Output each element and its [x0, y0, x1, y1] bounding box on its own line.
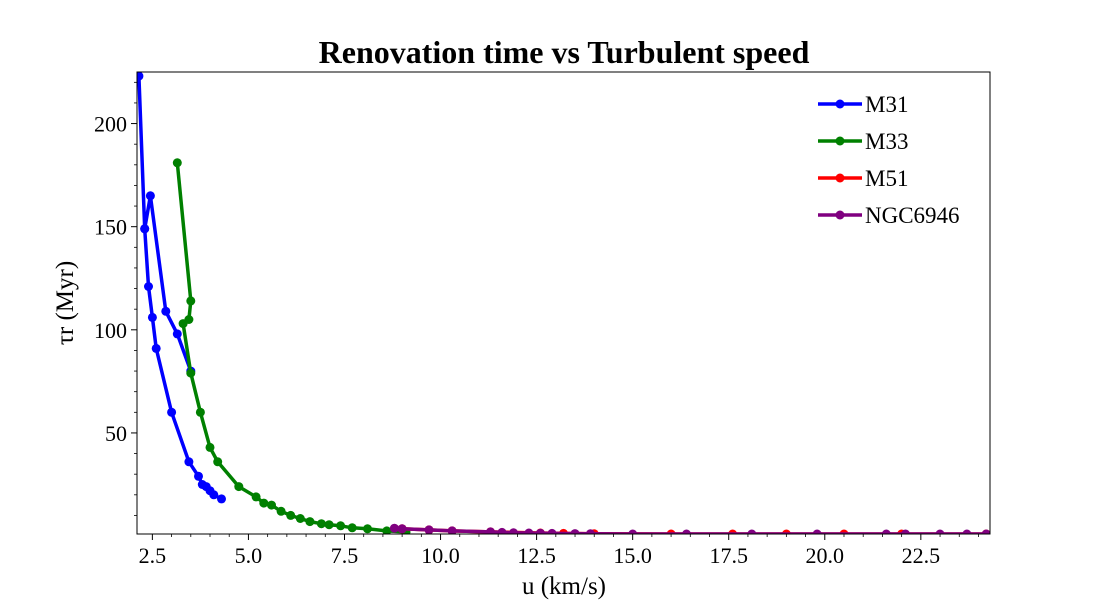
data-point — [812, 529, 822, 534]
data-point — [161, 306, 171, 316]
series-line-m33 — [175, 161, 408, 534]
x-tick-label: 22.5 — [902, 543, 941, 568]
data-point — [259, 498, 269, 508]
data-point — [145, 191, 155, 201]
y-tick-label: 200 — [94, 112, 127, 137]
data-point — [151, 343, 161, 353]
x-axis-label: u (km/s) — [522, 573, 606, 600]
data-point — [186, 368, 196, 378]
data-point — [147, 312, 157, 322]
data-point — [305, 517, 315, 527]
legend-item-m51: M51 — [818, 166, 908, 191]
data-point — [172, 329, 182, 339]
y-tick-label: 100 — [94, 318, 127, 343]
data-point — [363, 524, 372, 534]
data-point — [881, 529, 891, 534]
data-point — [184, 457, 194, 467]
legend-swatch-marker — [835, 99, 845, 109]
data-point — [447, 526, 457, 534]
x-tick-label: 7.5 — [331, 543, 359, 568]
x-tick-label: 5.0 — [235, 543, 263, 568]
data-point — [276, 506, 286, 516]
data-point — [397, 524, 407, 534]
data-point — [497, 527, 507, 534]
data-point — [424, 525, 434, 534]
data-point — [747, 529, 757, 534]
data-point — [194, 471, 203, 481]
plot-frame — [136, 71, 991, 535]
y-axis-label: τr (Myr) — [52, 261, 79, 345]
x-tick-label: 20.0 — [806, 543, 845, 568]
series-m31 — [137, 72, 226, 504]
data-point — [144, 282, 153, 291]
data-point — [486, 527, 495, 534]
data-point — [172, 158, 182, 168]
data-point — [267, 500, 276, 510]
data-point — [509, 528, 518, 534]
data-point — [535, 528, 545, 534]
data-point — [140, 224, 150, 234]
legend-label: M51 — [865, 166, 908, 191]
legend-swatch-marker — [835, 210, 845, 220]
data-point — [217, 494, 226, 504]
data-point — [205, 442, 215, 452]
data-point — [570, 529, 580, 534]
data-point — [167, 407, 177, 417]
x-tick-label: 17.5 — [709, 543, 748, 568]
data-point — [901, 529, 910, 534]
y-tick-label: 50 — [105, 421, 127, 446]
legend-swatch-marker — [835, 136, 845, 146]
legend-label: M33 — [865, 129, 908, 154]
legend: M31 M33 M51 NGC6946 — [818, 92, 960, 228]
series-m33 — [172, 158, 411, 534]
data-point — [195, 407, 205, 417]
legend-swatch-marker — [835, 173, 845, 183]
data-point — [389, 523, 399, 533]
data-point — [137, 72, 144, 81]
data-point — [524, 528, 534, 534]
legend-label: M31 — [865, 92, 908, 117]
data-point — [962, 529, 972, 534]
data-point — [682, 529, 691, 534]
data-point — [178, 319, 188, 329]
data-point — [316, 519, 326, 529]
data-point — [336, 521, 346, 531]
data-point — [347, 523, 357, 533]
data-point — [382, 526, 392, 534]
legend-item-m33: M33 — [818, 129, 908, 154]
data-point — [295, 514, 305, 523]
data-point — [213, 457, 223, 467]
data-point — [234, 482, 244, 492]
data-point — [981, 529, 990, 534]
chart-title: Renovation time vs Turbulent speed — [319, 34, 810, 70]
legend-item-ngc6946: NGC6946 — [818, 203, 960, 228]
data-point — [286, 510, 296, 520]
legend-item-m31: M31 — [818, 92, 908, 117]
x-tick-label: 12.5 — [517, 543, 556, 568]
data-point — [935, 529, 945, 534]
data-point — [186, 296, 196, 306]
legend-label: NGC6946 — [865, 203, 960, 228]
data-point — [547, 528, 557, 534]
x-tick-label: 2.5 — [139, 543, 167, 568]
data-point — [209, 490, 219, 500]
data-point — [251, 492, 261, 502]
data-point — [585, 529, 595, 534]
data-point — [324, 520, 334, 530]
y-tick-label: 150 — [94, 215, 127, 240]
x-tick-label: 15.0 — [613, 543, 652, 568]
x-tick-label: 10.0 — [421, 543, 460, 568]
data-point — [628, 529, 638, 534]
